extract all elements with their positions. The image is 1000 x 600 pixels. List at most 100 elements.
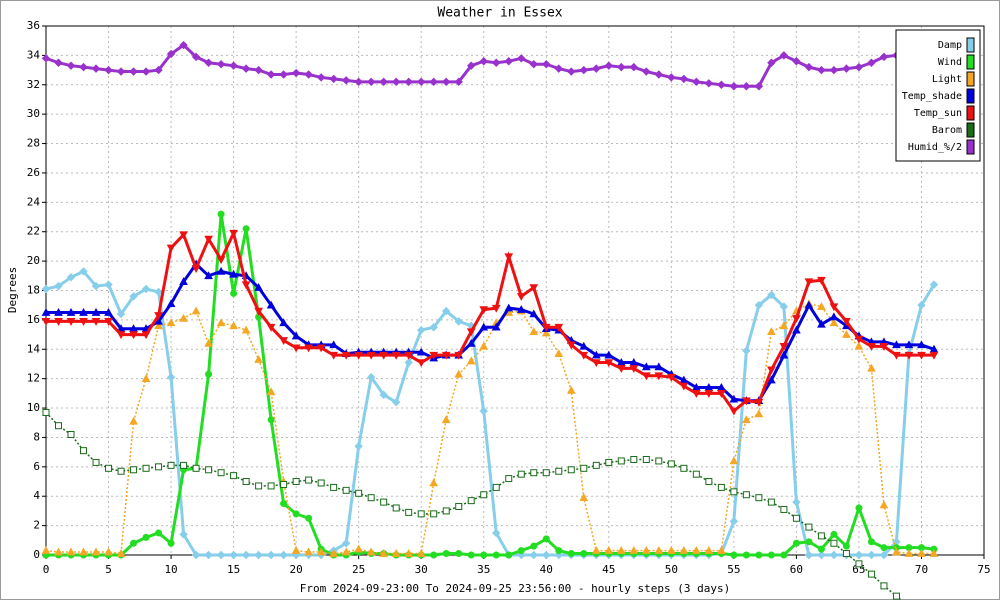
x-tick-label: 75	[977, 563, 990, 576]
point	[754, 82, 764, 91]
point	[592, 461, 600, 469]
point	[191, 265, 201, 273]
legend-swatch	[966, 54, 975, 70]
y-tick-label: 34	[27, 48, 41, 61]
point	[605, 458, 613, 466]
y-tick-label: 4	[33, 489, 40, 502]
point	[242, 225, 250, 233]
point	[829, 550, 839, 560]
point	[154, 312, 163, 321]
point	[517, 54, 526, 63]
point	[104, 318, 113, 326]
point	[79, 318, 88, 326]
point	[629, 365, 639, 373]
point	[804, 550, 814, 560]
point	[530, 469, 538, 477]
x-tick-label: 60	[790, 563, 803, 576]
x-tick-label: 25	[352, 563, 365, 576]
point	[805, 523, 813, 531]
point	[254, 550, 263, 560]
point	[829, 65, 839, 75]
point	[180, 461, 188, 469]
point	[316, 547, 326, 556]
legend-label: Wind	[938, 57, 962, 68]
point	[330, 483, 338, 491]
point	[404, 351, 414, 360]
point	[104, 547, 113, 556]
point	[880, 544, 888, 552]
point	[455, 550, 463, 558]
point	[767, 375, 776, 384]
point	[79, 62, 88, 72]
point	[616, 546, 626, 554]
point	[229, 61, 238, 70]
point	[892, 592, 900, 600]
point	[279, 337, 288, 345]
point	[830, 530, 838, 538]
point	[567, 466, 575, 474]
point	[754, 398, 764, 407]
point	[805, 538, 813, 546]
point	[854, 341, 864, 350]
legend-swatch	[966, 71, 975, 87]
point	[480, 551, 488, 559]
series-layer	[41, 40, 939, 600]
point	[555, 467, 563, 475]
point	[804, 300, 814, 309]
point	[792, 315, 801, 323]
point	[880, 582, 888, 590]
point	[779, 302, 789, 311]
point	[217, 469, 225, 477]
point	[167, 539, 175, 547]
point	[529, 550, 538, 560]
point	[379, 351, 389, 360]
point	[341, 539, 351, 548]
point	[129, 67, 138, 76]
point	[104, 308, 113, 316]
point	[366, 372, 376, 382]
point	[629, 62, 639, 72]
point	[767, 366, 776, 375]
point	[66, 273, 76, 282]
x-tick-label: 10	[164, 563, 177, 576]
point	[779, 343, 789, 351]
point	[241, 64, 251, 73]
point	[654, 70, 664, 79]
point	[804, 278, 814, 287]
point	[555, 547, 563, 555]
point	[817, 302, 826, 310]
point	[104, 280, 113, 289]
point	[929, 351, 939, 360]
point	[729, 82, 739, 91]
point	[216, 266, 226, 275]
point	[441, 415, 451, 424]
point	[91, 547, 101, 556]
point	[579, 493, 589, 501]
point	[229, 550, 238, 560]
point	[642, 67, 651, 76]
point	[491, 322, 501, 331]
point	[717, 546, 726, 554]
point	[266, 387, 276, 396]
point	[141, 331, 151, 340]
point	[391, 397, 401, 407]
point	[304, 70, 313, 79]
point	[92, 458, 100, 466]
point	[204, 235, 213, 244]
point	[692, 77, 701, 87]
point	[554, 349, 564, 357]
point	[429, 323, 438, 332]
point	[479, 341, 489, 350]
x-tick-label: 70	[915, 563, 928, 576]
point	[579, 341, 589, 350]
point	[717, 483, 725, 491]
point	[541, 323, 551, 332]
point	[166, 372, 176, 382]
point	[242, 478, 250, 486]
point	[55, 422, 63, 430]
point	[229, 269, 238, 278]
point	[480, 491, 488, 499]
point	[705, 478, 713, 486]
point	[654, 362, 664, 371]
point	[291, 331, 301, 340]
